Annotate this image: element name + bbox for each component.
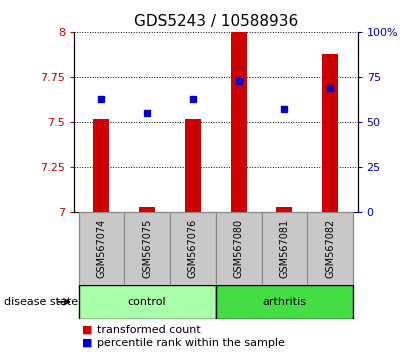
Title: GDS5243 / 10588936: GDS5243 / 10588936 — [134, 14, 298, 29]
Bar — [307, 212, 353, 285]
Bar — [276, 207, 292, 212]
Text: transformed count: transformed count — [97, 325, 200, 335]
Bar — [79, 212, 124, 285]
Text: disease state: disease state — [4, 297, 78, 307]
Text: percentile rank within the sample: percentile rank within the sample — [97, 338, 284, 348]
Bar — [79, 285, 216, 319]
Bar — [93, 119, 109, 212]
Bar — [170, 212, 216, 285]
Text: GSM567075: GSM567075 — [142, 219, 152, 278]
Bar — [185, 119, 201, 212]
Bar — [216, 285, 353, 319]
Bar — [124, 212, 170, 285]
Text: GSM567074: GSM567074 — [97, 219, 106, 278]
Bar — [261, 212, 307, 285]
Text: GSM567081: GSM567081 — [279, 219, 289, 278]
Text: GSM567082: GSM567082 — [325, 219, 335, 278]
Text: GSM567080: GSM567080 — [233, 219, 244, 278]
Bar — [139, 207, 155, 212]
Text: control: control — [128, 297, 166, 307]
Bar — [231, 32, 247, 212]
Text: ■: ■ — [82, 338, 93, 348]
Bar — [216, 212, 261, 285]
Text: GSM567076: GSM567076 — [188, 219, 198, 278]
Text: arthritis: arthritis — [262, 297, 306, 307]
Bar — [322, 53, 338, 212]
Text: ■: ■ — [82, 325, 93, 335]
